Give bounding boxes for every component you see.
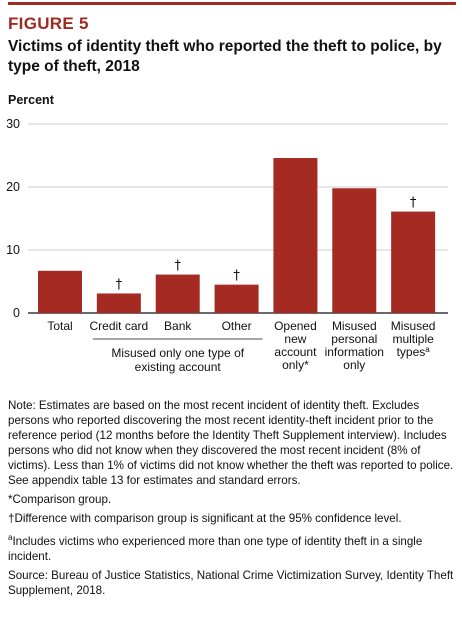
x-category-label: Credit card xyxy=(90,319,149,333)
footnote-a: aIncludes victims who experienced more t… xyxy=(8,530,458,564)
x-category-label: typesa xyxy=(397,345,431,359)
y-tick-label: 0 xyxy=(13,306,20,320)
bar xyxy=(332,188,377,313)
x-category-label: new xyxy=(284,332,306,346)
x-category-label: personal xyxy=(331,332,377,346)
bar-chart: 0 10 20 30 Total † Credit card † Bank † Other Opene… xyxy=(6,117,448,374)
bar xyxy=(391,211,436,313)
bar xyxy=(96,293,141,313)
footnote-a-marker: a xyxy=(8,533,13,542)
x-category-label: Total xyxy=(47,319,72,333)
y-tick-label: 10 xyxy=(6,243,20,257)
top-rule xyxy=(8,2,456,5)
significance-marker: † xyxy=(410,196,417,211)
x-category-label: Opened xyxy=(274,319,317,333)
y-tick-label: 30 xyxy=(6,117,20,131)
x-category-label: Misused xyxy=(391,319,436,333)
bar xyxy=(273,158,318,313)
superscript-marker: a xyxy=(425,345,430,354)
figure-label: FIGURE 5 xyxy=(8,14,89,33)
significance-note: †Difference with comparison group is sig… xyxy=(8,512,402,525)
notes-block: Note: Estimates are based on the most re… xyxy=(8,398,458,602)
y-axis-label: Percent xyxy=(8,93,54,107)
x-category-label: information xyxy=(325,345,384,359)
significance-marker: † xyxy=(174,259,181,274)
x-category-label: Misused xyxy=(332,319,377,333)
bar xyxy=(155,274,200,313)
significance-marker: † xyxy=(116,277,123,292)
significance-marker: † xyxy=(233,269,240,284)
group-label: existing account xyxy=(135,360,222,374)
x-category-label: only* xyxy=(282,358,309,372)
y-tick-label: 20 xyxy=(6,180,20,194)
x-category-label: account xyxy=(274,345,317,359)
bar xyxy=(214,284,259,313)
comparison-note: *Comparison group. xyxy=(8,493,112,506)
source-note: Source: Bureau of Justice Statistics, Na… xyxy=(8,568,454,597)
x-category-label: Other xyxy=(222,319,252,333)
note-text: Note: Estimates are based on the most re… xyxy=(8,399,454,487)
x-category-label: only xyxy=(343,358,365,372)
group-label: Misused only one type of xyxy=(111,346,244,360)
footnote-a-text: Includes victims who experienced more th… xyxy=(8,534,423,563)
chart-title: Victims of identity theft who reported t… xyxy=(8,38,442,75)
bar xyxy=(38,270,82,313)
x-category-label: Bank xyxy=(164,319,192,333)
x-category-label: multiple xyxy=(392,332,434,346)
